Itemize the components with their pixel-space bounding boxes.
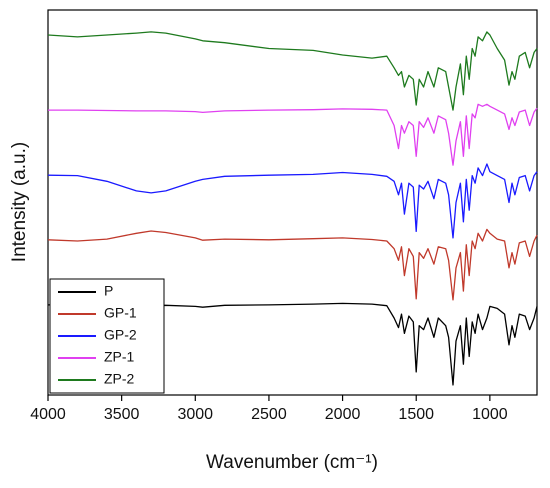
x-tick-label: 1000 xyxy=(472,406,508,423)
x-tick-label: 2000 xyxy=(325,406,361,423)
series-line xyxy=(48,103,538,166)
y-axis-label: Intensity (a.u.) xyxy=(9,142,30,262)
legend-label: ZP-1 xyxy=(104,349,135,365)
series-line xyxy=(47,31,538,111)
x-tick-label: 4000 xyxy=(30,406,66,423)
x-tick-label: 3000 xyxy=(177,406,213,423)
x-tick-label: 1500 xyxy=(398,406,434,423)
x-tick-label: 2500 xyxy=(251,406,287,423)
legend-box xyxy=(49,278,165,394)
series-line xyxy=(47,163,538,239)
series-line xyxy=(47,228,538,301)
x-axis-label: Wavenumber (cm⁻¹) xyxy=(206,452,378,473)
plot-frame xyxy=(47,9,538,396)
legend-label: GP-2 xyxy=(104,327,137,343)
series-line xyxy=(48,302,538,386)
legend-label: GP-1 xyxy=(104,305,137,321)
legend-label: ZP-2 xyxy=(104,371,135,387)
x-tick-label: 3500 xyxy=(104,406,140,423)
legend-label: P xyxy=(104,283,113,299)
